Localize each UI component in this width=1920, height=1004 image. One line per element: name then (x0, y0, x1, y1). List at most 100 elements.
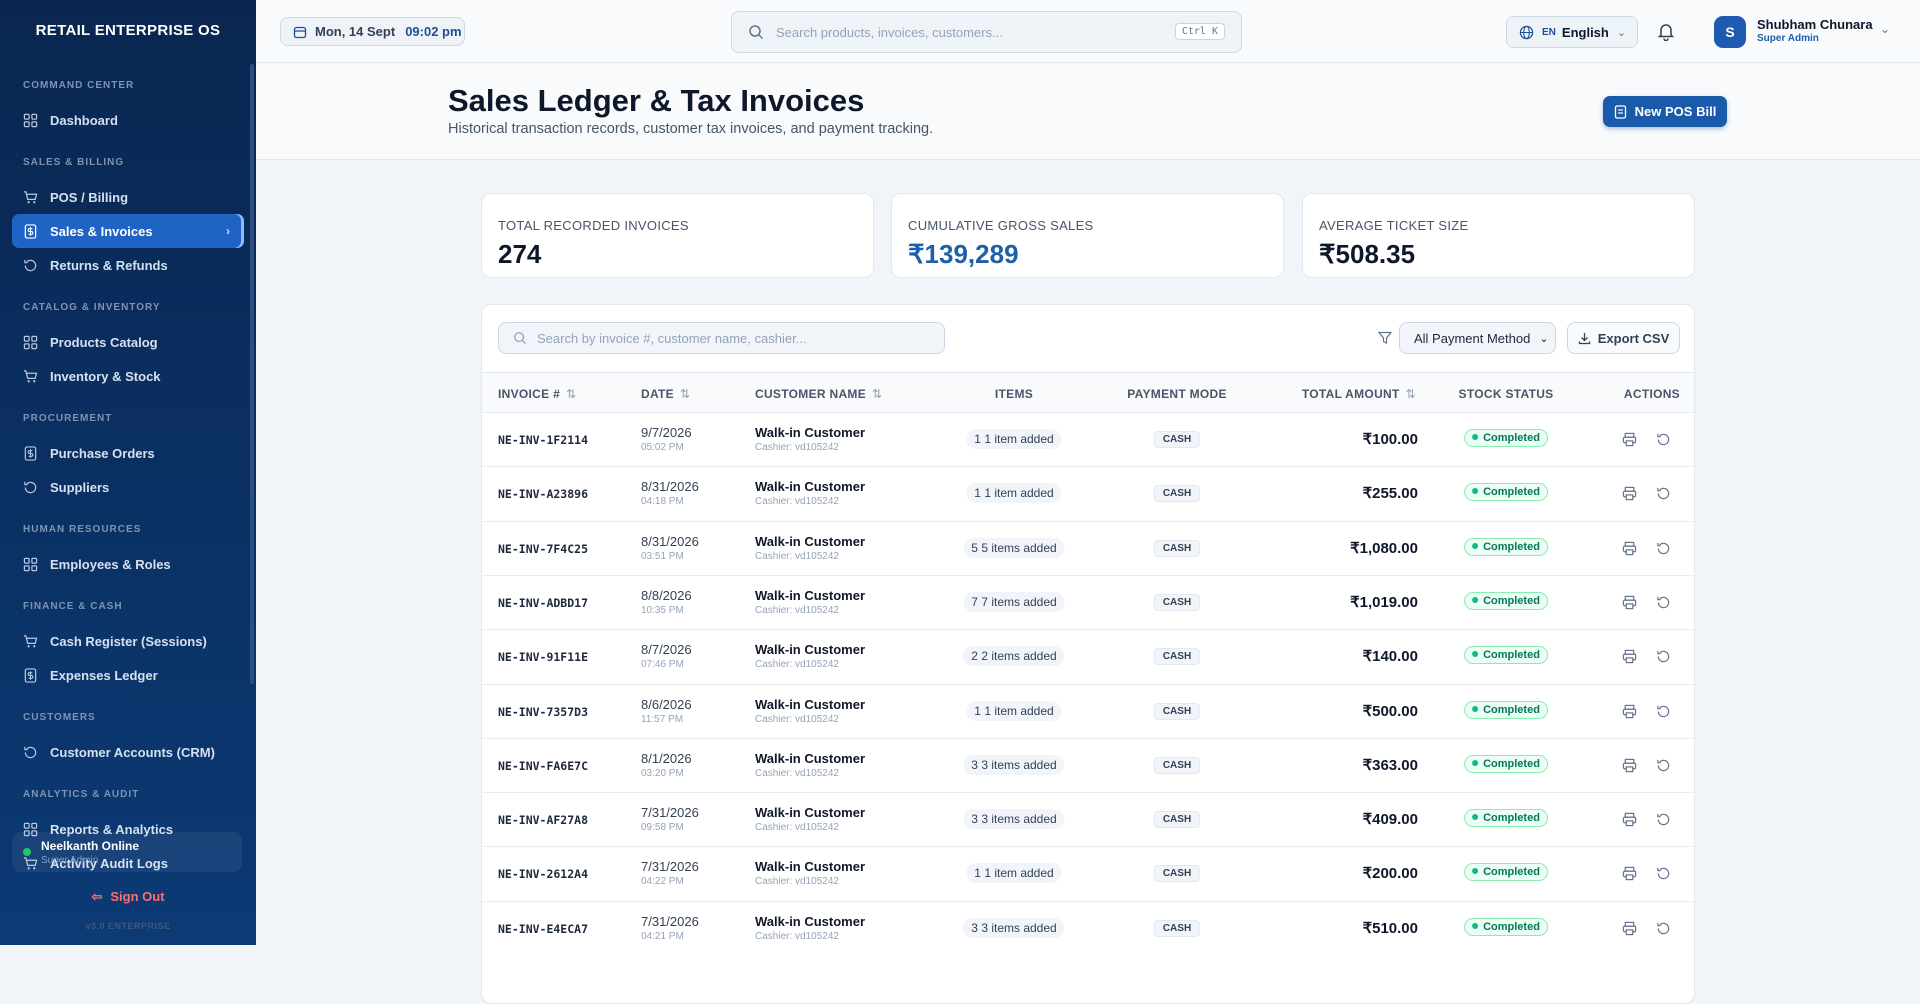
row-action[interactable] (1656, 595, 1671, 615)
filter-icon (1378, 331, 1392, 344)
icon (1657, 922, 1670, 934)
row-action[interactable] (1622, 432, 1637, 452)
invoice-id: NE-INV-7357D3 (498, 704, 589, 719)
sidebar: RETAIL ENTERPRISE OS COMMAND CENTER Dashb… (0, 0, 256, 945)
user-menu-chevron[interactable]: ⌄ (1880, 22, 1891, 36)
time: 05:02 PM (641, 442, 684, 453)
new-bill-button[interactable]: New POS Bill (1603, 96, 1727, 127)
payment-mode: CASH (1153, 919, 1201, 937)
items: 1 1 item added (966, 429, 1062, 449)
page-title: Sales Ledger & Tax Invoices (448, 83, 865, 118)
nav-item[interactable]: Returns & Refunds (12, 248, 244, 282)
table-row: NE-INV-7F4C25 8/31/2026 03:51 PM Walk-in Cu… (482, 520, 1696, 575)
bell-icon[interactable] (1656, 21, 1676, 41)
avatar[interactable]: S (1714, 16, 1746, 48)
time: 07:46 PM (641, 659, 684, 671)
page-subtitle: Historical transaction records, customer… (448, 121, 934, 137)
row-action[interactable] (1656, 541, 1671, 561)
icon (1622, 487, 1637, 501)
store-role: Super Admin (41, 855, 99, 866)
row-action[interactable] (1622, 486, 1637, 506)
icon (1622, 649, 1637, 664)
status-label: Completed (1483, 432, 1540, 444)
nav-section-label: FINANCE & CASH (23, 601, 123, 612)
icon (1657, 433, 1670, 446)
payment-filter[interactable]: All Payment Method ⌄ (1399, 322, 1556, 354)
icon (1657, 488, 1670, 500)
row-action[interactable] (1622, 704, 1637, 724)
nav-item[interactable]: POS / Billing (12, 180, 244, 214)
status-label: Completed (1483, 866, 1540, 879)
sort-icon: ⇅ (566, 387, 577, 401)
sign-out[interactable]: ⇦ Sign Out (91, 889, 165, 904)
nav-item[interactable]: Purchase Orders (12, 436, 244, 470)
items: 1 1 item added (966, 483, 1062, 504)
column-label: INVOICE # (498, 387, 561, 401)
user-name: Shubham Chunara (1757, 17, 1873, 32)
row-action[interactable] (1622, 866, 1637, 886)
sort-icon: ⇅ (679, 387, 691, 401)
nav-item[interactable]: Customer Accounts (CRM) (12, 735, 244, 769)
nav-item[interactable]: Reports & Analytics (12, 812, 244, 846)
row-action[interactable] (1656, 866, 1671, 886)
icon (1622, 432, 1637, 447)
nav-item[interactable]: Suppliers (12, 470, 244, 504)
row-action[interactable] (1622, 758, 1637, 778)
table-card: Search by invoice #, customer name, cash… (481, 304, 1696, 1004)
time: 04:18 PM (641, 496, 684, 508)
row-action[interactable] (1656, 486, 1671, 506)
invoice-id: NE-INV-AF27A8 (498, 813, 589, 828)
status-dot (1472, 488, 1479, 495)
icon (1622, 704, 1637, 718)
row-action[interactable] (1622, 921, 1637, 941)
row-action[interactable] (1656, 649, 1671, 669)
row-action[interactable] (1622, 541, 1637, 561)
payment-mode: CASH (1153, 811, 1201, 829)
language-select[interactable]: EN English ⌄ (1506, 16, 1638, 48)
stock-status: Completed (1464, 809, 1548, 828)
row-action[interactable] (1622, 649, 1637, 669)
icon (24, 746, 37, 758)
nav-item[interactable]: Products Catalog (12, 325, 244, 359)
row-action[interactable] (1656, 704, 1671, 724)
column-label: ITEMS (994, 387, 1034, 401)
nav-item-label: Employees & Roles (50, 556, 171, 572)
export-button[interactable]: Export CSV (1567, 322, 1680, 354)
icon (1657, 542, 1670, 554)
nav: COMMAND CENTER Dashboard SALES & BILLING PO… (12, 76, 244, 880)
nav-section-label: CUSTOMERS (23, 712, 96, 723)
row-action[interactable] (1656, 758, 1671, 778)
row-action[interactable] (1622, 595, 1637, 615)
nav-section-label: PROCUREMENT (23, 413, 113, 424)
row-action[interactable] (1622, 812, 1637, 832)
row-action[interactable] (1656, 812, 1671, 832)
date: 8/31/2026 (641, 533, 699, 549)
nav-item[interactable]: Cash Register (Sessions) (12, 624, 244, 658)
global-search[interactable]: Search products, invoices, customers... … (731, 11, 1242, 53)
customer: Walk-in Customer (755, 750, 866, 766)
icon (1622, 812, 1637, 827)
nav-item[interactable]: Sales & Invoices › (12, 214, 244, 248)
nav-item-label: Activity Audit Logs (50, 855, 168, 871)
stat-value: ₹508.35 (1319, 239, 1416, 269)
nav-item[interactable]: Expenses Ledger (12, 658, 244, 692)
version: v3.0 ENTERPRISE (85, 921, 171, 931)
payment-mode: CASH (1153, 865, 1201, 883)
nav-item[interactable]: Dashboard (12, 103, 244, 137)
customer: Walk-in Customer (755, 696, 866, 712)
nav-item[interactable]: Inventory & Stock (12, 359, 244, 393)
icon (1657, 868, 1670, 880)
nav-item[interactable]: Employees & Roles (12, 547, 244, 581)
row-action[interactable] (1656, 921, 1671, 941)
row-action[interactable] (1656, 432, 1671, 452)
total: ₹510.00 (1362, 919, 1418, 937)
nav-item[interactable]: Activity Audit Logs (12, 846, 244, 880)
column-label: DATE (641, 387, 674, 401)
items: 7 7 items added (963, 591, 1065, 612)
status-label: Completed (1483, 540, 1540, 553)
table-search[interactable]: Search by invoice #, customer name, cash… (498, 322, 945, 354)
topbar: Mon, 14 Sept 09:02 pm Search products, i… (256, 0, 1920, 63)
nav-item-label: Suppliers (50, 479, 110, 495)
icon (1622, 595, 1637, 610)
